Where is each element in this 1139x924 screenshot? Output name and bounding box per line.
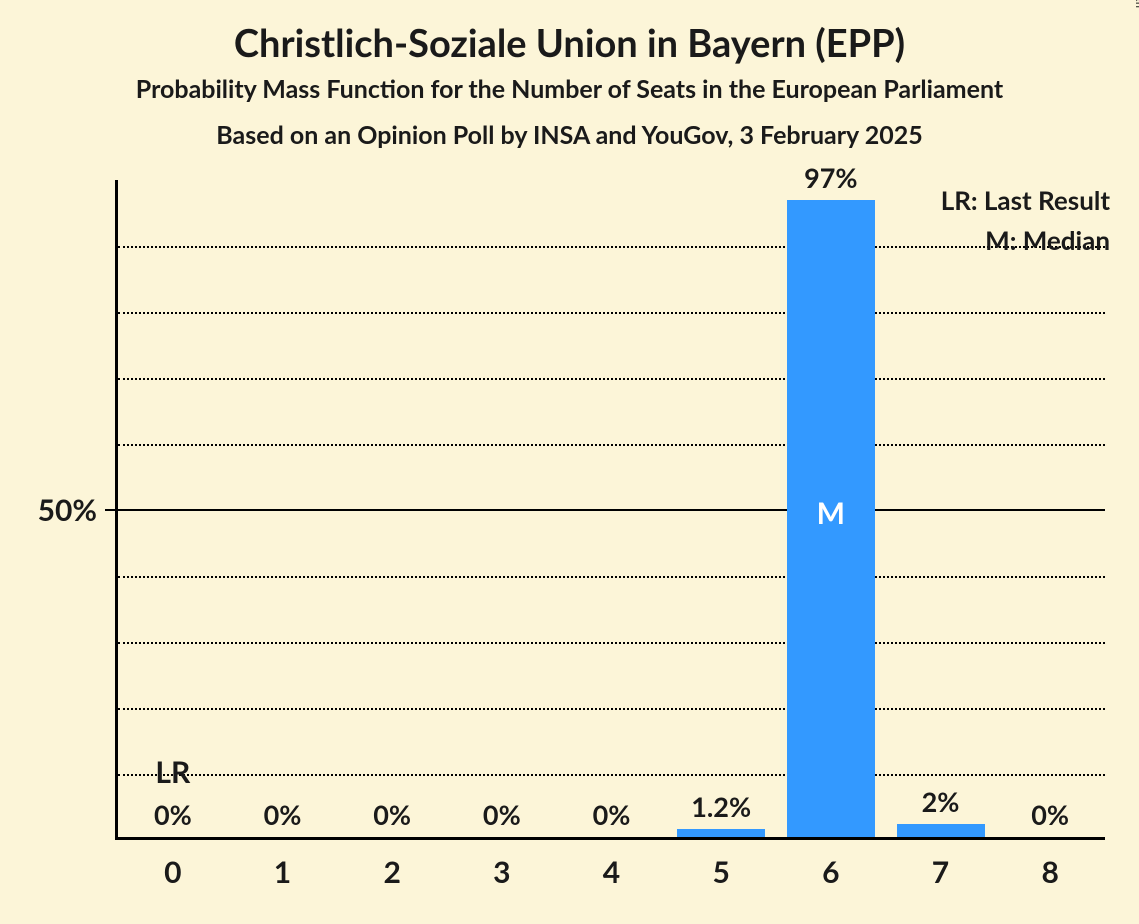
gridline-minor [118,642,1105,644]
bar-value-label: 0% [223,798,343,831]
bar-value-label: 0% [552,798,672,831]
bar-value-label: 0% [442,798,562,831]
x-tick-label: 3 [462,854,542,890]
x-tick-label: 2 [352,854,432,890]
x-tick-label: 0 [133,854,213,890]
gridline-minor [118,378,1105,380]
median-marker: M [781,495,881,531]
x-tick-label: 4 [572,854,652,890]
bar-chart: 50%0%LR00%10%20%30%41.2%5M97%62%70%8 [115,180,1105,840]
bar [897,824,985,837]
bar-value-label: 2% [881,785,1001,818]
x-tick-label: 6 [791,854,871,890]
gridline-major [118,509,1105,511]
y-tick-label: 50% [0,492,97,528]
x-axis [115,837,1105,840]
bar [677,829,765,837]
x-tick-label: 7 [901,854,981,890]
chart-title: Christlich-Soziale Union in Bayern (EPP) [0,20,1139,66]
bar-value-label: 0% [990,798,1110,831]
x-tick-label: 5 [681,854,761,890]
last-result-marker: LR [113,754,233,790]
chart-subtitle-1: Probability Mass Function for the Number… [0,74,1139,104]
gridline-minor [118,312,1105,314]
x-tick-label: 1 [243,854,323,890]
y-tick [105,509,115,511]
legend-last-result: LR: Last Result [0,184,1110,216]
chart-subtitle-2: Based on an Opinion Poll by INSA and You… [0,120,1139,150]
bar-value-label: 0% [332,798,452,831]
gridline-minor [118,444,1105,446]
gridline-minor [118,774,1105,776]
x-tick-label: 8 [1010,854,1090,890]
gridline-minor [118,708,1105,710]
legend-median: M: Median [0,224,1110,256]
bar-value-label: 0% [113,798,233,831]
gridline-minor [118,576,1105,578]
chart-page: Christlich-Soziale Union in Bayern (EPP)… [0,0,1139,924]
bar-value-label: 1.2% [661,790,781,823]
copyright-text: © 2025 Filip van Laenen [1133,0,1139,8]
